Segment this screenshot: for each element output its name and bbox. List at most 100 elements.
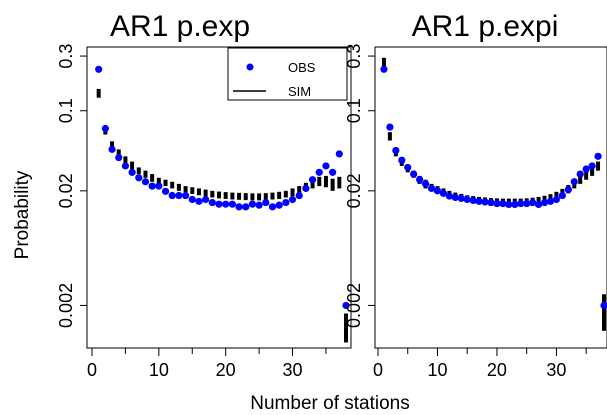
obs-point [410,170,418,178]
x-tick-label: 30 [546,360,566,380]
obs-point [529,198,537,207]
obs-point [288,195,297,204]
obs-point [558,191,566,200]
obs-point [282,198,290,207]
obs-point [255,201,263,209]
obs-point [168,191,176,200]
y-tick-label: 0.3 [344,44,364,69]
x-axis: 0 10 20 30 [373,348,587,380]
obs-point [188,195,196,204]
obs-point [262,198,270,207]
obs-point [155,182,163,190]
y-tick-label: 0.002 [344,283,364,328]
obs-point [534,200,543,209]
obs-point [128,168,136,176]
obs-point [398,156,406,164]
obs-point [427,184,436,193]
obs-point [517,199,525,208]
panel-left: AR1 p.exp 0 10 20 30 0.002 0.02 0.1 0.3 OBS SI… [56,10,352,380]
obs-point [148,182,156,190]
y-axis: 0.002 0.02 0.1 0.3 [344,44,375,328]
x-tick-label: 20 [487,360,507,380]
obs-point [101,124,109,133]
obs-point [499,199,507,208]
obs-point [235,203,243,211]
obs-point [546,197,555,205]
obs-point [115,154,123,162]
obs-point [315,168,323,176]
x-axis-label: Number of stations [250,393,409,414]
obs-point [161,187,170,195]
legend-label-obs: OBS [288,60,316,75]
obs-point [523,199,531,208]
obs-point [108,145,116,153]
obs-point [445,192,453,200]
legend: OBS SIM [227,47,348,101]
obs-point [222,200,230,208]
obs-point [308,176,317,184]
obs-point [295,191,303,200]
obs-point [181,191,190,200]
y-tick-label: 0.1 [344,98,364,123]
obs-point [600,301,607,310]
obs-point [421,180,430,188]
y-tick-label: 0.002 [56,283,76,328]
obs-point [570,178,578,186]
legend-label-sim: SIM [288,84,311,99]
obs-point [433,187,442,195]
obs-point [511,200,519,209]
obs-series [380,65,607,310]
x-tick-label: 20 [216,360,236,380]
obs-point [335,150,343,158]
obs-point [582,165,590,173]
obs-point [135,174,143,182]
obs-point [594,152,602,160]
obs-point [242,203,250,211]
x-axis: 0 10 20 30 [87,348,327,380]
obs-series [95,65,350,310]
obs-point [552,195,561,204]
obs-point [302,184,310,193]
obs-point [386,123,394,131]
y-axis: 0.002 0.02 0.1 0.3 [56,44,87,328]
obs-point [457,194,465,202]
obs-point [322,162,330,170]
obs-point [463,195,471,204]
x-tick-label: 30 [283,360,303,380]
obs-point [392,146,400,155]
obs-point [228,200,236,208]
obs-point [121,162,130,170]
obs-point [493,199,501,208]
legend-obs-point [246,63,254,71]
y-tick-label: 0.02 [56,173,76,208]
obs-point [564,186,572,194]
obs-point [342,301,350,310]
y-axis-label: Probability [12,170,33,259]
x-tick-label: 10 [149,360,169,380]
plot-frame [86,46,352,349]
obs-point [404,163,412,172]
obs-point [215,200,223,208]
y-tick-label: 0.3 [56,44,76,69]
obs-point [329,168,337,176]
obs-point [380,65,388,73]
obs-point [469,196,477,205]
panel-right: AR1 p.expi 0 10 20 30 0.002 0.02 0.1 0.3 [344,10,607,380]
obs-point [248,200,257,208]
x-tick-label: 0 [373,360,383,380]
y-tick-label: 0.1 [56,98,76,123]
obs-point [475,197,483,205]
obs-point [439,189,448,197]
sim-series [96,88,348,343]
obs-point [95,65,103,73]
x-tick-label: 0 [87,360,97,380]
obs-point [487,198,495,207]
obs-point [268,203,277,211]
obs-point [141,178,150,186]
obs-point [576,170,584,178]
obs-point [451,193,459,202]
plot-frame [374,46,607,349]
obs-point [175,191,183,200]
sim-series [381,57,606,331]
